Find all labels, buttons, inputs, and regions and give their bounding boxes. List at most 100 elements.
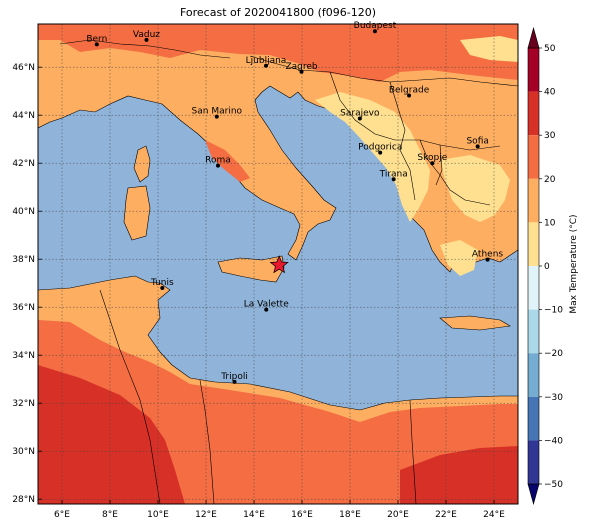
map-title: Forecast of 2020041800 (f096-120)	[179, 6, 377, 19]
x-tick-label: 18°E	[339, 510, 361, 520]
colorbar-extend-top	[527, 26, 540, 49]
city-marker[interactable]: Athens	[472, 250, 503, 262]
city-label: Sarajevo	[340, 109, 380, 119]
city-dot	[357, 116, 362, 121]
city-marker[interactable]: Sofia	[466, 136, 489, 149]
city-label: Vaduz	[133, 30, 160, 40]
colorbar-tick-label: 0	[544, 262, 550, 272]
colorbar-segment	[528, 396, 539, 441]
city-dot	[160, 286, 165, 290]
graticule	[38, 24, 518, 504]
greece-south-cool-zone	[440, 240, 478, 276]
city-dot	[299, 69, 304, 74]
city-dot	[391, 177, 396, 182]
city-dot	[216, 163, 220, 168]
city-label: Zagreb	[285, 62, 317, 72]
colorbar-segment	[528, 309, 539, 354]
city-marker[interactable]: Budapest	[354, 21, 397, 34]
north-cool-zone	[460, 36, 518, 62]
y-tick-label: 34°N	[12, 351, 35, 361]
city-dot	[264, 63, 268, 68]
city-marker[interactable]: Belgrade	[389, 86, 430, 98]
city-marker[interactable]: San Marino	[192, 107, 243, 119]
y-tick-label: 46°N	[12, 63, 35, 73]
corsica-island	[133, 145, 151, 183]
city-marker[interactable]: Bern	[86, 34, 107, 47]
city-label: Sofia	[466, 136, 488, 146]
colorbar-tick-label: 40	[544, 88, 556, 98]
colorbar-segment	[528, 178, 539, 223]
city-dot	[214, 114, 219, 119]
city-label: Skopje	[417, 153, 447, 163]
colorbar-segment	[528, 222, 539, 266]
city-dot	[372, 29, 377, 34]
city-label: Bern	[86, 34, 107, 44]
city-marker[interactable]: La Valette	[244, 300, 289, 312]
city-dot	[232, 379, 237, 384]
colorbar-segment	[528, 135, 539, 179]
city-marker[interactable]: Zagreb	[285, 62, 318, 74]
city-marker[interactable]: Podgorica	[358, 143, 402, 155]
colorbar-extend-bottom	[527, 483, 540, 506]
city-label: Athens	[472, 250, 503, 260]
plot-frame	[37, 23, 519, 505]
star-marker-icon[interactable]	[269, 255, 289, 274]
colorbar-label: Max Temperature (°C)	[569, 214, 579, 313]
marker-layer[interactable]	[269, 255, 289, 274]
city-marker[interactable]: Roma	[205, 156, 231, 168]
x-tick-label: 14°E	[243, 510, 265, 520]
x-tick-label: 10°E	[147, 510, 169, 520]
city-label: Tripoli	[220, 372, 248, 382]
colorbar-tick-label: 20	[544, 175, 556, 185]
colorbar-segment	[528, 48, 539, 92]
y-tick-label: 40°N	[12, 207, 35, 217]
x-tick-label: 20°E	[387, 510, 409, 520]
city-marker[interactable]: Sarajevo	[340, 109, 380, 121]
city-marker[interactable]: Tripoli	[220, 372, 248, 384]
city-dot	[475, 144, 480, 149]
city-dot	[144, 37, 149, 42]
y-tick-label: 38°N	[12, 255, 35, 265]
colorbar-tick-label: 50	[544, 44, 556, 54]
city-marker[interactable]: Skopje	[417, 153, 448, 166]
city-label: Podgorica	[358, 143, 402, 153]
city-label: Ljubljana	[246, 56, 287, 66]
x-axis: 6°E 8°E 10°E 12°E 14°E 16°E 18°E 20°E 22°E 24°E	[54, 500, 505, 520]
colorbar-tick-label: −30	[544, 393, 563, 403]
colorbar-tick-label: −40	[544, 436, 563, 446]
country-borders	[59, 39, 518, 504]
city-dot	[378, 150, 383, 155]
sicily-island	[217, 255, 285, 283]
colorbar-segment	[528, 266, 539, 310]
africa-hot-zone-east	[400, 446, 518, 504]
city-dot	[264, 307, 269, 312]
greece-cool-zone	[440, 155, 510, 222]
city-label: Belgrade	[389, 86, 430, 96]
city-label: San Marino	[192, 107, 243, 117]
colorbar-segment	[528, 440, 539, 484]
sardinia-island	[123, 185, 151, 241]
city-label: Budapest	[354, 21, 397, 31]
city-label: La Valette	[244, 300, 289, 310]
colorbar-tick-label: −50	[544, 480, 563, 490]
x-tick-label: 12°E	[195, 510, 217, 520]
y-tick-label: 28°N	[12, 495, 35, 505]
x-tick-label: 16°E	[291, 510, 313, 520]
y-tick-label: 32°N	[12, 399, 35, 409]
x-tick-label: 22°E	[435, 510, 457, 520]
balkans-cool-zone	[315, 92, 430, 222]
y-tick-label: 36°N	[12, 303, 35, 313]
y-tick-label: 42°N	[12, 159, 35, 169]
colorbar: 50 40 30 20 10 0 −10 −20 −30 −40 −50	[527, 26, 563, 506]
city-marker[interactable]: Ljubljana	[246, 56, 287, 68]
city-marker[interactable]: Tirana	[379, 169, 408, 182]
city-marker[interactable]: Vaduz	[133, 30, 160, 42]
colorbar-tick-label: −20	[544, 349, 563, 359]
city-marker[interactable]: Tunis	[150, 278, 174, 290]
colorbar-segment	[528, 353, 539, 397]
city-dot	[430, 161, 435, 166]
y-tick-label: 30°N	[12, 447, 35, 457]
city-label: Tunis	[150, 278, 174, 288]
city-dot	[407, 93, 412, 98]
